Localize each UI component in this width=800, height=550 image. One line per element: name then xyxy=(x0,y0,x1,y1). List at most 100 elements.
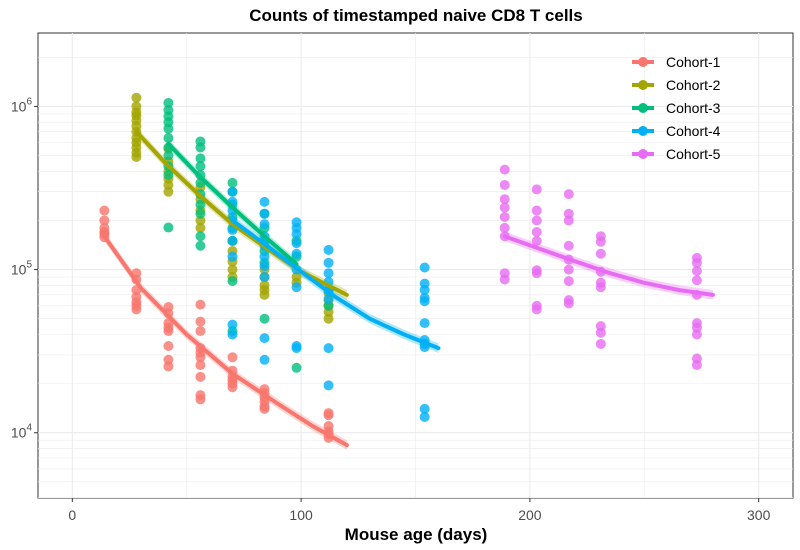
data-point xyxy=(259,196,270,207)
data-point xyxy=(531,268,542,279)
data-point xyxy=(227,329,238,340)
data-point xyxy=(195,231,206,242)
data-point xyxy=(195,352,206,363)
legend-key-point xyxy=(638,103,648,113)
data-point xyxy=(291,229,302,240)
legend-key-point xyxy=(638,126,648,136)
data-point xyxy=(195,199,206,210)
data-point xyxy=(499,202,510,213)
data-point xyxy=(259,333,270,344)
data-point xyxy=(227,235,238,246)
data-point xyxy=(691,360,702,371)
data-point xyxy=(419,262,430,273)
legend: Cohort-1 Cohort-2 Cohort-3 Cohort-4 Cohort-5 xyxy=(632,54,721,162)
data-point xyxy=(259,272,270,283)
data-point xyxy=(259,289,270,300)
data-point xyxy=(259,403,270,414)
data-point xyxy=(595,248,606,259)
data-point xyxy=(163,361,174,372)
legend-label: Cohort-2 xyxy=(666,77,721,93)
data-point xyxy=(259,208,270,219)
data-point xyxy=(227,186,238,197)
data-point xyxy=(291,343,302,354)
data-point xyxy=(195,360,206,371)
data-point xyxy=(691,266,702,277)
data-point xyxy=(259,251,270,262)
data-point xyxy=(291,238,302,249)
data-point xyxy=(531,226,542,237)
data-point xyxy=(259,313,270,324)
data-point xyxy=(595,338,606,349)
data-point xyxy=(563,276,574,287)
legend-label: Cohort-3 xyxy=(666,100,721,116)
data-point xyxy=(163,169,174,180)
data-point xyxy=(227,276,238,287)
data-point xyxy=(163,341,174,352)
data-point xyxy=(195,208,206,219)
data-point xyxy=(563,240,574,251)
data-point xyxy=(323,380,334,391)
data-point xyxy=(499,212,510,223)
data-point xyxy=(691,257,702,268)
data-point xyxy=(163,150,174,161)
x-tick-label: 100 xyxy=(289,507,313,523)
data-point xyxy=(195,316,206,327)
x-tick-label: 0 xyxy=(68,507,76,523)
data-point xyxy=(259,261,270,272)
data-point xyxy=(323,244,334,255)
data-point xyxy=(227,264,238,275)
data-point xyxy=(227,382,238,393)
data-point xyxy=(563,215,574,226)
legend-key-point xyxy=(638,80,648,90)
legend-label: Cohort-5 xyxy=(666,146,721,162)
x-axis-label: Mouse age (days) xyxy=(345,525,488,544)
data-point xyxy=(195,161,206,172)
x-tick-label: 200 xyxy=(518,507,542,523)
data-point xyxy=(195,371,206,382)
data-point xyxy=(531,205,542,216)
data-point xyxy=(419,296,430,307)
data-point xyxy=(499,222,510,233)
data-point xyxy=(419,403,430,414)
data-point xyxy=(195,240,206,251)
data-point xyxy=(195,299,206,310)
chart-title: Counts of timestamped naive CD8 T cells xyxy=(249,6,582,25)
data-point xyxy=(195,153,206,164)
data-point xyxy=(99,205,110,216)
data-point xyxy=(531,304,542,315)
y-tick-label: 105 xyxy=(11,260,33,278)
data-point xyxy=(595,236,606,247)
data-point xyxy=(499,164,510,175)
trend-line xyxy=(102,234,349,448)
data-point xyxy=(419,411,430,422)
data-point xyxy=(531,184,542,195)
x-axis-ticks: 0 100 200 300 xyxy=(68,498,771,523)
data-point xyxy=(259,219,270,230)
data-point xyxy=(195,142,206,153)
data-point xyxy=(323,294,334,305)
legend-label: Cohort-4 xyxy=(666,123,721,139)
data-point xyxy=(323,257,334,268)
data-point xyxy=(227,319,238,330)
data-point xyxy=(99,215,110,226)
data-point xyxy=(499,274,510,285)
data-point xyxy=(499,179,510,190)
data-point xyxy=(419,284,430,295)
data-point xyxy=(691,329,702,340)
data-point xyxy=(131,304,142,315)
data-point xyxy=(227,352,238,363)
data-point xyxy=(163,186,174,197)
data-point xyxy=(323,268,334,279)
data-point xyxy=(291,362,302,373)
trend-line xyxy=(502,234,715,297)
trend-line xyxy=(230,218,441,351)
data-point xyxy=(499,194,510,205)
data-point xyxy=(195,222,206,233)
data-point xyxy=(163,97,174,108)
data-point xyxy=(195,326,206,337)
data-point xyxy=(291,248,302,259)
data-point xyxy=(691,275,702,286)
y-tick-label: 104 xyxy=(11,423,33,441)
data-point xyxy=(163,326,174,337)
confidence-band xyxy=(104,231,347,450)
